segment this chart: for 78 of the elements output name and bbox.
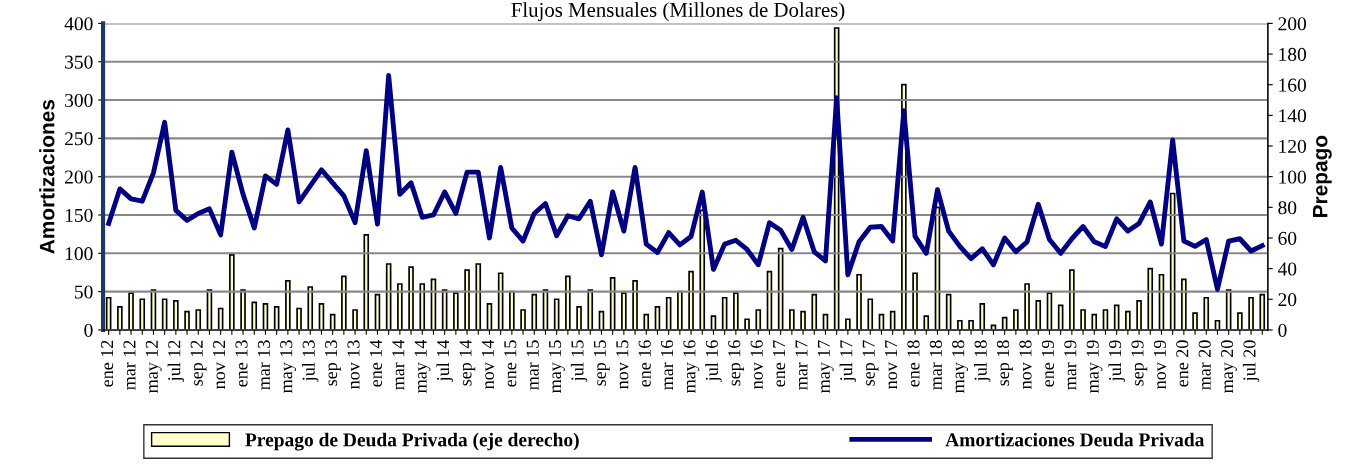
x-tick-label: jul 20: [1242, 340, 1260, 382]
x-tick-label: jul 13: [302, 340, 319, 382]
chart-title: Flujos Mensuales (Millones de Dolares): [511, 2, 845, 22]
y-tick-label: 200: [65, 170, 93, 184]
legend-label: Amortizaciones Deuda Privada: [945, 432, 1205, 447]
y2-tick-label: 20: [1278, 293, 1297, 307]
x-tick-label: sep 13: [325, 340, 341, 386]
x-tick-label: may 19: [1086, 340, 1103, 393]
x-tick-label: mar 20: [1198, 340, 1211, 390]
x-tick-label: ene 19: [1041, 340, 1054, 387]
x-tick-label: sep 16: [728, 340, 745, 386]
x-tick-label: nov 14: [481, 339, 494, 389]
x-tick-label: mar 16: [661, 340, 674, 390]
y2-tick-label: 180: [1279, 47, 1307, 61]
x-tick-label: sep 15: [593, 340, 610, 386]
legend-label: Prepago de Deuda Privada (eje derecho): [245, 432, 579, 451]
x-tick-label: sep 19: [1131, 340, 1148, 386]
y-tick-label: 150: [65, 208, 93, 222]
x-tick-label: sep 18: [996, 340, 1013, 386]
x-tick-label: ene 20: [1176, 340, 1189, 387]
x-tick-label: nov 15: [616, 340, 629, 389]
y-tick-label: 100: [65, 247, 93, 261]
x-tick-label: may 17: [817, 340, 834, 393]
x-tick-label: sep 12: [190, 340, 207, 386]
x-tick-label: mar 13: [257, 340, 270, 390]
y2-tick-label: 60: [1278, 231, 1297, 245]
y2-tick-label: 100: [1279, 170, 1307, 184]
x-tick-label: jul 19: [1108, 340, 1125, 382]
x-tick-label: nov 16: [750, 340, 763, 389]
y-tick-label: 350: [65, 55, 93, 69]
x-tick-label: ene 16: [638, 340, 651, 387]
x-tick-label: jul 16: [705, 340, 722, 382]
x-tick-label: may 20: [1220, 340, 1237, 393]
y-axis-title: Amortizaciones: [39, 99, 55, 254]
x-tick-label: ene 13: [235, 340, 248, 387]
y2-tick-label: 80: [1278, 201, 1297, 215]
y2-tick-label: 120: [1279, 139, 1307, 153]
y2-tick-label: 160: [1279, 78, 1307, 92]
x-tick-label: sep 14: [459, 339, 476, 386]
x-tick-label: may 12: [145, 340, 162, 393]
x-tick-label: may 18: [952, 340, 969, 393]
x-tick-label: nov 18: [1019, 340, 1032, 389]
x-tick-label: jul 17: [839, 340, 857, 382]
x-tick-label: jul 18: [974, 340, 991, 382]
y2-tick-label: 0: [1278, 323, 1287, 337]
y-tick-label: 300: [65, 93, 93, 107]
x-tick-label: mar 14: [392, 339, 405, 390]
x-tick-label: ene 12: [101, 340, 114, 387]
y-tick-label: 400: [64, 17, 93, 31]
x-tick-label: nov 19: [1153, 340, 1166, 389]
x-tick-label: mar 19: [1064, 340, 1077, 390]
x-tick-label: nov 17: [885, 340, 898, 389]
x-tick-label: nov 13: [347, 340, 360, 389]
x-tick-label: may 13: [280, 340, 297, 393]
line-series: [106, 73, 1265, 292]
x-tick-label: mar 15: [526, 340, 539, 390]
y-tick-label: 50: [75, 285, 93, 299]
x-tick-label: ene 15: [504, 340, 517, 387]
y2-tick-label: 200: [1278, 17, 1307, 31]
y2-tick-label: 140: [1279, 109, 1307, 123]
x-tick-label: mar 17: [795, 340, 808, 390]
x-tick-label: may 16: [683, 340, 700, 393]
x-tick-label: ene 17: [773, 340, 786, 387]
x-tick-label: may 15: [549, 340, 565, 393]
y-tick-label: 0: [84, 323, 93, 337]
y2-tick-label: 40: [1277, 262, 1297, 276]
x-tick-label: jul 15: [570, 340, 588, 382]
x-tick-label: sep 17: [862, 340, 879, 386]
x-tick-label: jul 12: [167, 340, 185, 382]
x-tick-label: nov 12: [213, 340, 226, 389]
x-tick-label: jul 14: [436, 339, 453, 382]
y2-axis-title: Prepago: [1312, 135, 1332, 217]
x-tick-label: ene 14: [369, 339, 382, 387]
x-tick-label: mar 18: [929, 340, 942, 390]
y-tick-label: 250: [65, 132, 93, 146]
x-tick-label: mar 12: [123, 340, 136, 390]
x-tick-label: may 14: [414, 339, 431, 393]
x-tick-label: ene 18: [907, 340, 920, 387]
